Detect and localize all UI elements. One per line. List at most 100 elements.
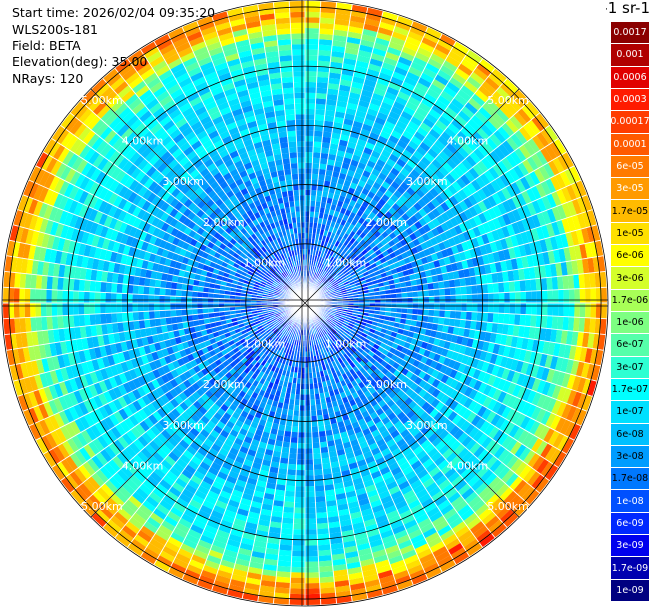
beta-cell <box>362 146 373 156</box>
beta-cell <box>493 146 506 161</box>
beta-cell <box>428 245 436 255</box>
beta-cell <box>451 72 467 85</box>
beta-cell <box>316 190 323 197</box>
beta-cell <box>435 266 443 275</box>
beta-cell <box>571 407 582 424</box>
beta-cell <box>467 194 478 206</box>
beta-cell <box>481 312 489 323</box>
beta-cell <box>372 121 384 131</box>
beta-cell <box>367 331 374 338</box>
beta-cell <box>415 353 424 362</box>
beta-cell <box>329 243 335 251</box>
beta-cell <box>320 317 326 323</box>
beta-cell <box>549 141 562 158</box>
beta-cell <box>399 281 407 288</box>
beta-cell <box>465 139 478 152</box>
beta-cell <box>336 293 342 297</box>
beta-cell <box>453 443 466 456</box>
beta-cell <box>564 421 576 438</box>
beta-cell <box>434 154 447 166</box>
beta-cell <box>427 315 434 324</box>
beta-cell <box>550 175 562 192</box>
beta-cell <box>315 273 320 279</box>
beta-cell <box>370 337 378 344</box>
beta-cell <box>334 253 340 260</box>
beta-cell <box>309 211 315 218</box>
beta-cell <box>324 259 330 266</box>
beta-cell <box>328 269 334 275</box>
beta-cell <box>305 432 313 438</box>
beta-cell <box>500 260 508 272</box>
beta-cell <box>497 202 507 216</box>
beta-cell <box>482 197 493 210</box>
beta-cell <box>387 185 397 195</box>
beta-cell <box>421 277 428 285</box>
beta-cell <box>346 265 353 272</box>
beta-cell <box>527 138 541 154</box>
beta-cell <box>413 178 424 189</box>
beta-cell <box>477 293 483 303</box>
beta-cell <box>315 496 326 503</box>
beta-cell <box>396 292 402 299</box>
beta-cell <box>415 407 426 418</box>
beta-cell <box>561 372 571 388</box>
beta-cell <box>476 160 489 174</box>
beta-cell <box>373 360 381 368</box>
beta-cell <box>374 295 381 300</box>
beta-cell <box>295 486 305 492</box>
beta-cell <box>121 312 129 323</box>
beta-cell <box>345 316 352 321</box>
beta-cell <box>305 92 317 99</box>
beta-cell <box>345 107 357 116</box>
beta-cell <box>311 426 319 433</box>
beta-cell <box>440 201 450 212</box>
beta-cell <box>417 361 426 371</box>
beta-cell <box>480 123 494 138</box>
beta-cell <box>406 286 413 293</box>
beta-cell <box>463 397 474 409</box>
beta-cell <box>334 160 343 168</box>
beta-cell <box>363 338 371 345</box>
beta-cell <box>433 411 444 423</box>
beta-cell <box>454 67 470 81</box>
beta-cell <box>378 154 389 163</box>
beta-cell <box>372 343 380 350</box>
beta-cell <box>470 179 482 192</box>
beta-cell <box>512 324 520 337</box>
beta-cell <box>359 276 366 282</box>
beta-cell <box>308 227 313 234</box>
beta-cell <box>305 426 312 433</box>
beta-cell <box>285 485 296 492</box>
beta-cell <box>417 198 427 208</box>
beta-cell <box>326 325 332 332</box>
beta-cell <box>468 388 478 401</box>
beta-cell <box>527 452 541 468</box>
beta-cell <box>494 333 503 345</box>
beta-cell <box>420 425 431 436</box>
beta-cell <box>341 162 350 170</box>
beta-cell <box>305 81 317 88</box>
beta-cell <box>358 353 366 361</box>
beta-cell <box>418 207 428 218</box>
beta-cell <box>368 131 380 141</box>
beta-cell <box>560 357 569 373</box>
beta-cell <box>464 319 472 330</box>
beta-cell <box>348 348 355 356</box>
beta-cell <box>366 7 384 17</box>
beta-cell <box>366 344 373 351</box>
beta-cell <box>353 324 360 330</box>
beta-cell <box>318 282 324 287</box>
beta-cell <box>443 407 454 419</box>
beta-cell <box>511 371 521 385</box>
beta-cell <box>319 158 328 165</box>
beta-cell <box>291 550 305 557</box>
beta-cell <box>385 139 397 149</box>
beta-cell <box>449 227 458 238</box>
beta-cell <box>361 267 368 274</box>
beta-cell <box>416 174 428 185</box>
beta-cell <box>492 251 501 263</box>
beta-cell <box>349 340 356 347</box>
beta-cell <box>576 331 584 347</box>
beta-cell <box>326 93 338 101</box>
beta-cell <box>435 224 445 235</box>
